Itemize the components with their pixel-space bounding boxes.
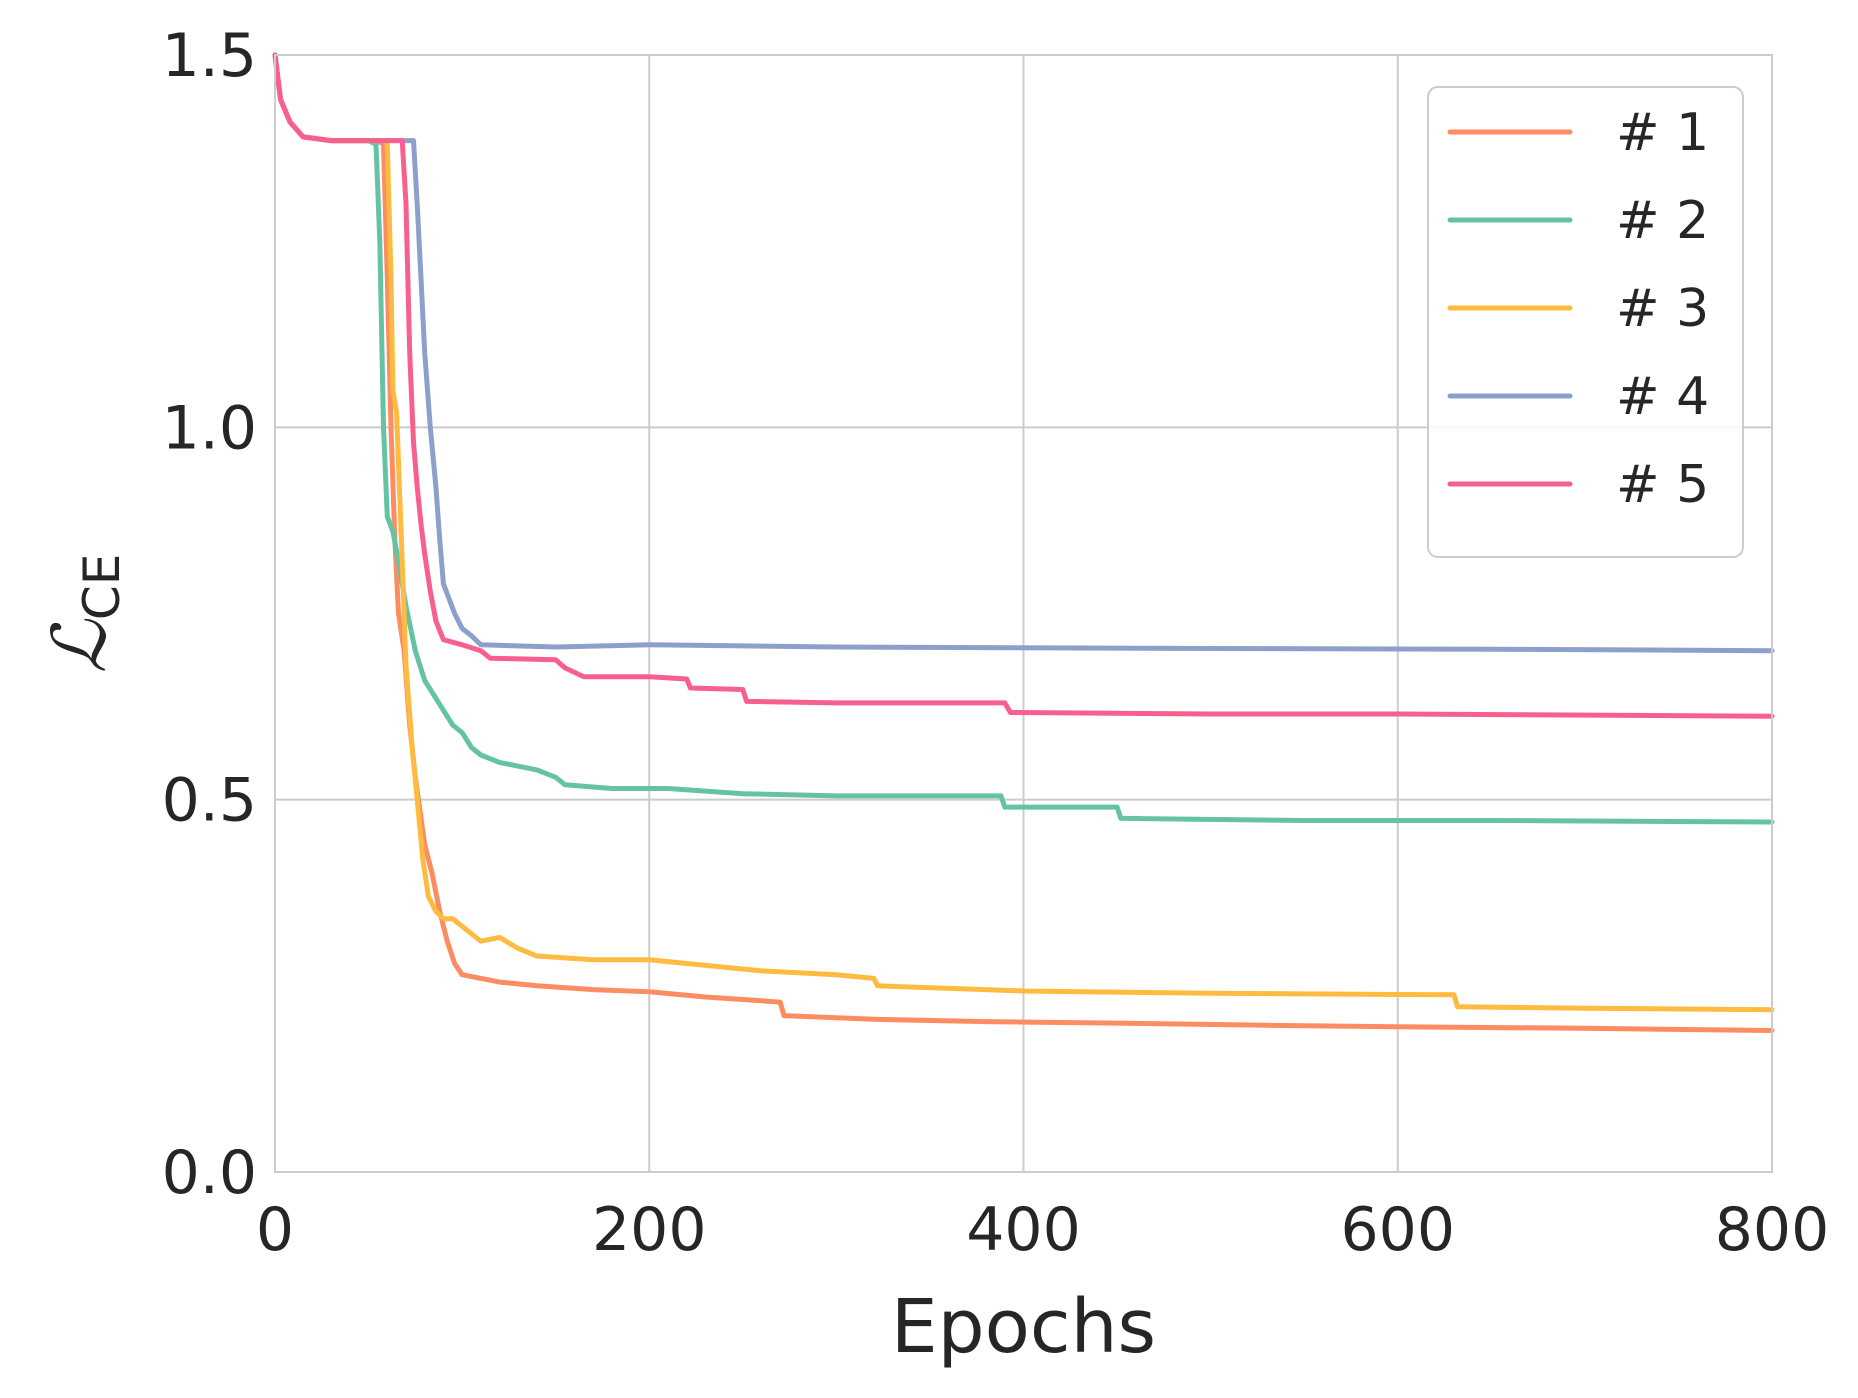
x-tick-labels: 0 200 400 600 800 bbox=[256, 1195, 1829, 1265]
legend-box bbox=[1427, 86, 1744, 558]
x-tick-label: 0 bbox=[256, 1195, 294, 1265]
y-tick-labels: 0.0 0.5 1.0 1.5 bbox=[162, 21, 257, 1208]
y-axis-label-subscript: CE bbox=[73, 554, 131, 621]
series-line-5 bbox=[272, 52, 1775, 719]
series-lines bbox=[272, 52, 1775, 1033]
x-axis-label: Epochs bbox=[891, 1284, 1156, 1370]
y-tick-label: 0.0 bbox=[162, 1138, 257, 1208]
x-tick-label: 200 bbox=[592, 1195, 707, 1265]
x-tick-label: 800 bbox=[1715, 1195, 1830, 1265]
y-tick-label: 1.5 bbox=[162, 21, 257, 91]
legend-label-5: # 5 bbox=[1616, 455, 1709, 515]
legend: # 1 # 2 # 3 # 4 # 5 bbox=[1427, 86, 1744, 558]
series-line-3 bbox=[272, 52, 1775, 1013]
series-line-2 bbox=[272, 52, 1775, 825]
legend-label-4: # 4 bbox=[1616, 367, 1709, 427]
plot-frame bbox=[274, 54, 1773, 1173]
legend-label-3: # 3 bbox=[1616, 279, 1709, 339]
y-axis-label: ℒCE bbox=[37, 554, 131, 674]
x-tick-label: 600 bbox=[1340, 1195, 1455, 1265]
y-tick-label: 0.5 bbox=[162, 766, 257, 836]
y-tick-label: 1.0 bbox=[162, 393, 257, 463]
legend-label-1: # 1 bbox=[1616, 103, 1709, 163]
x-tick-label: 400 bbox=[966, 1195, 1081, 1265]
legend-label-2: # 2 bbox=[1616, 191, 1709, 251]
y-axis-label-main: ℒ bbox=[37, 618, 123, 673]
